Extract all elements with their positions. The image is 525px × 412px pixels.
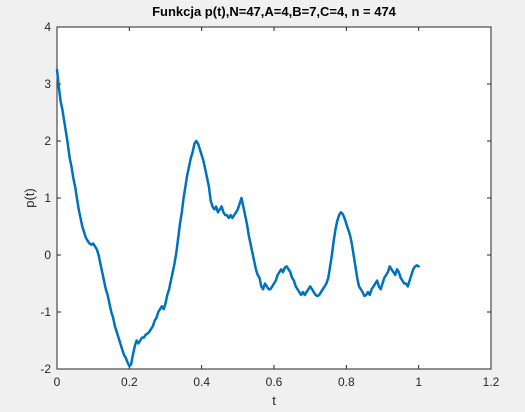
y-tick-label: 2 xyxy=(44,134,51,148)
x-tick-label: 1.2 xyxy=(483,375,500,389)
series-line xyxy=(55,68,420,368)
y-axis-ticks: -2 -1 0 1 2 3 4 xyxy=(40,20,491,376)
x-axis-label: t xyxy=(272,393,276,408)
x-tick-label: 1 xyxy=(415,375,422,389)
chart-title: Funkcja p(t),N=47,A=4,B=7,C=4, n = 474 xyxy=(152,4,397,19)
x-tick-label: 0.2 xyxy=(121,375,138,389)
y-tick-label: 3 xyxy=(44,77,51,91)
x-axis-ticks: 0 0.2 0.4 0.6 0.8 1 1.2 xyxy=(54,27,500,389)
y-axis-label: p(t) xyxy=(22,188,37,208)
x-tick-label: 0.6 xyxy=(266,375,283,389)
y-tick-label: -1 xyxy=(40,305,51,319)
y-tick-label: 0 xyxy=(44,248,51,262)
plot-area xyxy=(56,26,492,370)
x-tick-label: 0.4 xyxy=(193,375,210,389)
y-tick-label: -2 xyxy=(40,362,51,376)
y-tick-label: 4 xyxy=(44,20,51,34)
y-tick-label: 1 xyxy=(44,191,51,205)
x-tick-label: 0.8 xyxy=(338,375,355,389)
x-tick-label: 0 xyxy=(54,375,61,389)
